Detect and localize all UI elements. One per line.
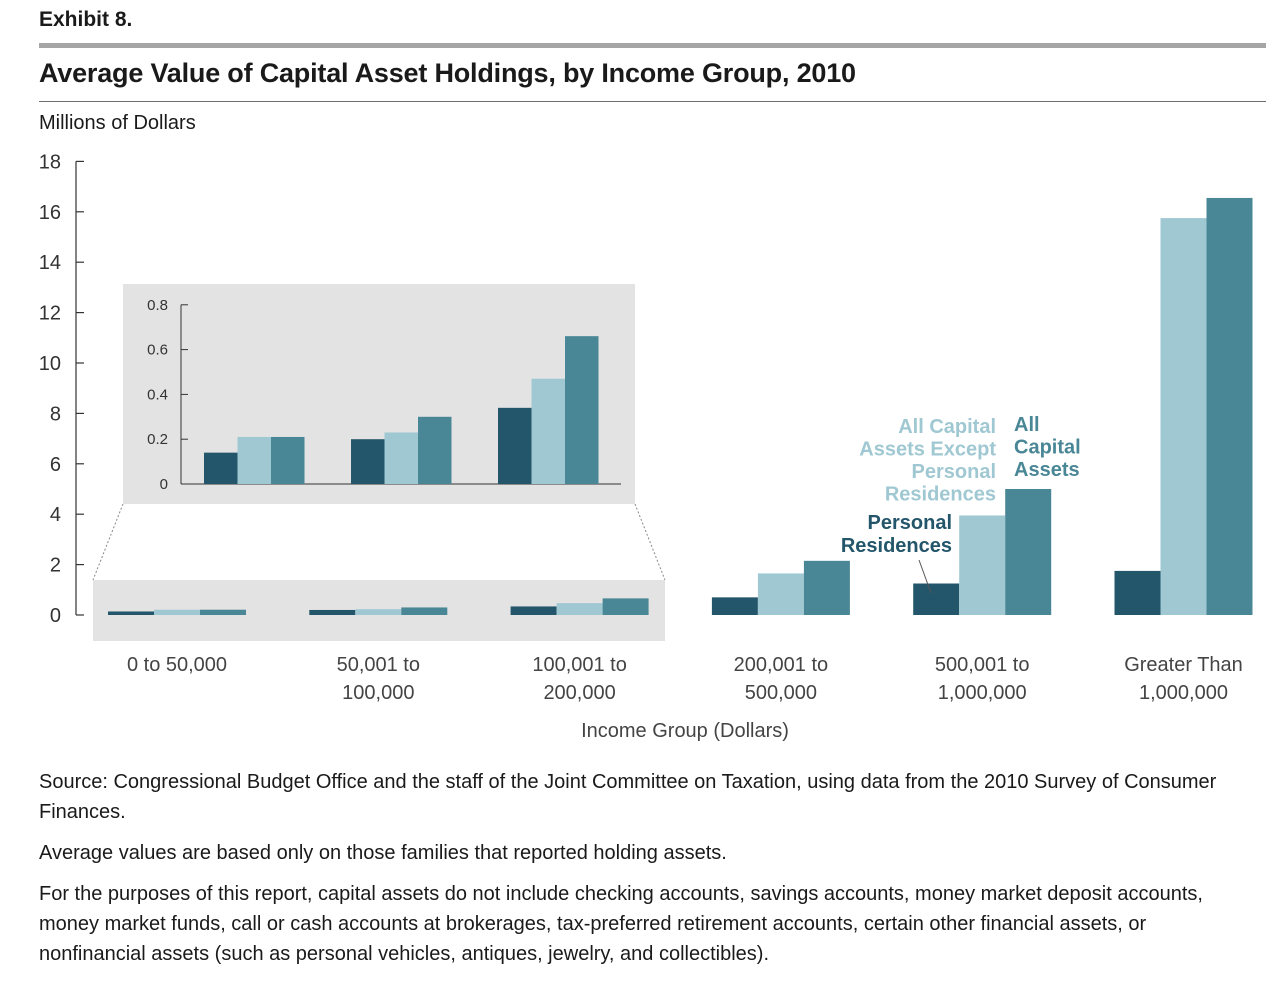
bar-chart: 0 2 4 6 8 10 12 14 16 18 0 to 50,000 50,001 to 100,… — [39, 151, 1253, 742]
y-tick-label: 16 — [39, 202, 61, 224]
definition-note: For the purposes of this report, capital… — [39, 883, 1203, 965]
average-note: Average values are based only on those f… — [39, 842, 727, 864]
y-tick-label: 2 — [50, 555, 61, 577]
x-category-label: 100,001 to — [532, 654, 627, 676]
legend-label-personal: Personal — [868, 512, 952, 534]
x-category-label: 100,000 — [342, 682, 414, 704]
legend-label-except: All Capital — [898, 416, 996, 438]
inset-y-tick-label: 0 — [160, 476, 168, 493]
inset-y-tick-label: 0.2 — [147, 431, 168, 448]
bar-all — [803, 560, 850, 615]
zoom-connector-left — [92, 503, 124, 581]
bar-personal — [1114, 570, 1161, 615]
x-category-label: 50,001 to — [337, 654, 420, 676]
y-tick-label: 6 — [50, 454, 61, 476]
chart-title: Average Value of Capital Asset Holdings,… — [39, 58, 856, 88]
inset-bar-all — [565, 336, 599, 484]
y-tick-label: 4 — [50, 504, 61, 526]
unit-label: Millions of Dollars — [39, 112, 196, 134]
inset-bar-personal — [351, 439, 385, 484]
bar-personal — [913, 583, 960, 615]
x-category-label: 1,000,000 — [938, 682, 1027, 704]
inset-bar-personal — [498, 407, 532, 484]
y-tick-label: 10 — [39, 353, 61, 375]
x-category-label: 500,001 to — [935, 654, 1030, 676]
bar-except — [355, 609, 402, 615]
zoom-connector-right — [634, 503, 666, 581]
bar-personal — [711, 597, 758, 615]
bar-except — [959, 515, 1006, 615]
bar-personal — [309, 609, 356, 615]
bar-all — [401, 607, 448, 615]
legend-label-all: Capital — [1014, 437, 1081, 459]
x-axis-title: Income Group (Dollars) — [581, 720, 789, 742]
inset-bar-except — [384, 432, 418, 484]
legend-label-except: Residences — [885, 484, 996, 506]
y-tick-label: 18 — [39, 151, 61, 173]
bar-all — [200, 609, 246, 615]
legend-label-all: All — [1014, 414, 1040, 436]
bar-except — [154, 609, 200, 615]
y-tick-label: 12 — [39, 303, 61, 325]
x-category-label: 200,000 — [543, 682, 615, 704]
inset-bar-all — [271, 436, 305, 484]
legend-label-personal: Residences — [841, 535, 952, 557]
x-category-label: 1,000,000 — [1139, 682, 1228, 704]
bar-except — [556, 603, 603, 615]
bar-except — [757, 573, 804, 615]
y-tick-label: 8 — [50, 403, 61, 425]
x-category-label: 500,000 — [745, 682, 817, 704]
legend-label-except: Personal — [912, 461, 996, 483]
x-category-label: 200,001 to — [734, 654, 829, 676]
inset-y-tick-label: 0.6 — [147, 342, 168, 359]
bar-all — [1005, 489, 1052, 615]
inset-bar-except — [237, 436, 271, 484]
inset-bar-all — [418, 416, 452, 484]
legend-label-except: Assets Except — [859, 439, 996, 461]
bar-personal — [108, 611, 154, 615]
inset-bar-personal — [204, 452, 238, 484]
title-rule — [39, 101, 1266, 102]
personal-label-leader — [918, 559, 932, 594]
top-rule — [39, 43, 1266, 48]
inset-y-tick-label: 0.8 — [147, 297, 168, 314]
source-note: Source: Congressional Budget Office and … — [39, 771, 1217, 823]
x-category-label: 0 to 50,000 — [127, 654, 227, 676]
legend-label-all: Assets — [1014, 459, 1080, 481]
x-category-label: Greater Than — [1124, 654, 1243, 676]
bar-all — [602, 598, 649, 615]
bar-all — [1206, 197, 1253, 615]
bar-except — [1160, 218, 1207, 615]
bar-personal — [510, 606, 557, 615]
exhibit-label: Exhibit 8. — [39, 8, 133, 31]
inset-bar-except — [531, 378, 565, 484]
y-tick-label: 14 — [39, 252, 61, 274]
inset-y-tick-label: 0.4 — [147, 386, 168, 403]
y-tick-label: 0 — [50, 605, 61, 627]
